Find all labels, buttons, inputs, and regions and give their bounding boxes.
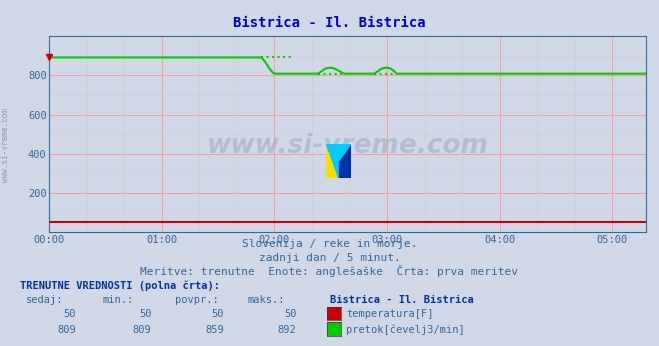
- Text: 50: 50: [139, 309, 152, 319]
- Text: 50: 50: [63, 309, 76, 319]
- Text: Slovenija / reke in morje.: Slovenija / reke in morje.: [242, 239, 417, 249]
- Text: 859: 859: [206, 325, 224, 335]
- Text: Bistrica - Il. Bistrica: Bistrica - Il. Bistrica: [330, 295, 473, 305]
- Text: povpr.:: povpr.:: [175, 295, 218, 305]
- Text: 809: 809: [133, 325, 152, 335]
- Text: 809: 809: [57, 325, 76, 335]
- Text: Meritve: trenutne  Enote: anglešaške  Črta: prva meritev: Meritve: trenutne Enote: anglešaške Črta…: [140, 265, 519, 277]
- Text: sedaj:: sedaj:: [26, 295, 64, 305]
- Text: Bistrica - Il. Bistrica: Bistrica - Il. Bistrica: [233, 16, 426, 29]
- Polygon shape: [326, 144, 339, 178]
- Text: www.si-vreme.com: www.si-vreme.com: [1, 108, 10, 182]
- Text: temperatura[F]: temperatura[F]: [346, 309, 434, 319]
- Text: 50: 50: [212, 309, 224, 319]
- Text: 892: 892: [278, 325, 297, 335]
- Text: pretok[čevelj3/min]: pretok[čevelj3/min]: [346, 324, 465, 335]
- Text: zadnji dan / 5 minut.: zadnji dan / 5 minut.: [258, 253, 401, 263]
- Text: www.si-vreme.com: www.si-vreme.com: [207, 133, 488, 159]
- Text: maks.:: maks.:: [247, 295, 285, 305]
- Text: TRENUTNE VREDNOSTI (polna črta):: TRENUTNE VREDNOSTI (polna črta):: [20, 280, 219, 291]
- Text: min.:: min.:: [102, 295, 133, 305]
- Text: 50: 50: [284, 309, 297, 319]
- Polygon shape: [339, 144, 351, 178]
- Polygon shape: [326, 144, 339, 178]
- Polygon shape: [339, 144, 351, 161]
